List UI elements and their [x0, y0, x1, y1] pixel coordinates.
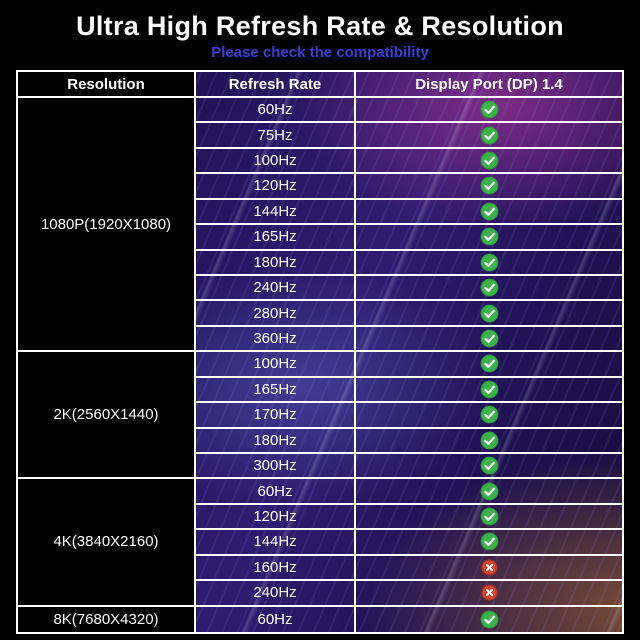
refresh-rate-cell: 170Hz	[196, 403, 356, 429]
check-icon	[480, 533, 498, 551]
refresh-rate-cell: 165Hz	[196, 377, 356, 404]
header-resolution: Resolution	[18, 72, 196, 98]
support-cell	[356, 327, 622, 353]
support-cell	[356, 251, 622, 276]
page-title: Ultra High Refresh Rate & Resolution	[76, 11, 564, 41]
check-icon	[480, 202, 498, 221]
check-icon	[480, 227, 498, 246]
check-icon	[480, 278, 498, 297]
resolution-cell: 2K(2560X1440)	[18, 352, 196, 480]
check-icon	[480, 329, 498, 348]
check-icon	[480, 431, 498, 450]
support-cell	[356, 581, 622, 607]
support-cell	[356, 505, 622, 531]
support-cell	[356, 352, 622, 378]
check-icon	[480, 253, 498, 272]
refresh-rate-cell: 60Hz	[196, 606, 356, 632]
support-cell	[356, 301, 622, 327]
support-cell	[356, 454, 622, 480]
compatibility-table: Resolution Refresh Rate Display Port (DP…	[16, 70, 624, 634]
refresh-rate-cell: 60Hz	[196, 479, 356, 505]
header-refresh-rate: Refresh Rate	[196, 72, 356, 98]
support-cell	[356, 479, 622, 505]
refresh-rate-cell: 240Hz	[196, 276, 356, 302]
check-icon	[480, 177, 498, 195]
resolution-cell: 8K(7680X4320)	[18, 606, 196, 632]
support-cell	[356, 174, 622, 200]
support-cell	[356, 530, 622, 556]
header-display-port: Display Port (DP) 1.4	[356, 72, 622, 98]
support-cell	[356, 556, 622, 582]
refresh-rate-cell: 180Hz	[196, 428, 356, 454]
refresh-rate-cell: 165Hz	[196, 225, 356, 251]
refresh-rate-cell: 180Hz	[196, 250, 356, 276]
support-cell	[356, 225, 622, 251]
cross-icon	[481, 559, 497, 576]
page-subtitle: Please check the compatibility	[211, 44, 429, 61]
refresh-rate-cell: 360Hz	[196, 326, 356, 353]
check-icon	[480, 507, 498, 526]
refresh-rate-cell: 280Hz	[196, 301, 356, 327]
refresh-rate-cell: 60Hz	[196, 98, 356, 124]
support-cell	[356, 429, 622, 454]
refresh-rate-cell: 100Hz	[196, 352, 356, 378]
refresh-rate-cell: 120Hz	[196, 174, 356, 200]
refresh-rate-cell: 300Hz	[196, 454, 356, 480]
check-icon	[480, 456, 498, 475]
cross-icon	[481, 584, 497, 601]
support-cell	[356, 98, 622, 124]
refresh-rate-cell: 75Hz	[196, 123, 356, 149]
check-icon	[480, 355, 498, 373]
support-cell	[356, 403, 622, 429]
support-cell	[356, 200, 622, 226]
refresh-rate-cell: 100Hz	[196, 148, 356, 175]
check-icon	[480, 100, 498, 119]
refresh-rate-cell: 240Hz	[196, 581, 356, 607]
refresh-rate-cell: 160Hz	[196, 555, 356, 582]
check-icon	[480, 610, 498, 629]
refresh-rate-cell: 120Hz	[196, 504, 356, 531]
check-icon	[480, 304, 498, 323]
check-icon	[480, 151, 498, 170]
resolution-cell: 1080P(1920X1080)	[18, 98, 196, 353]
check-icon	[480, 126, 498, 145]
support-cell	[356, 378, 622, 404]
support-cell	[356, 276, 622, 302]
resolution-cell: 4K(3840X2160)	[18, 479, 196, 607]
refresh-rate-cell: 144Hz	[196, 199, 356, 226]
check-icon	[480, 405, 498, 424]
support-cell	[356, 123, 622, 149]
refresh-rate-cell: 144Hz	[196, 530, 356, 556]
check-icon	[480, 482, 498, 501]
check-icon	[480, 380, 498, 399]
support-cell	[356, 149, 622, 175]
support-cell	[356, 607, 622, 632]
